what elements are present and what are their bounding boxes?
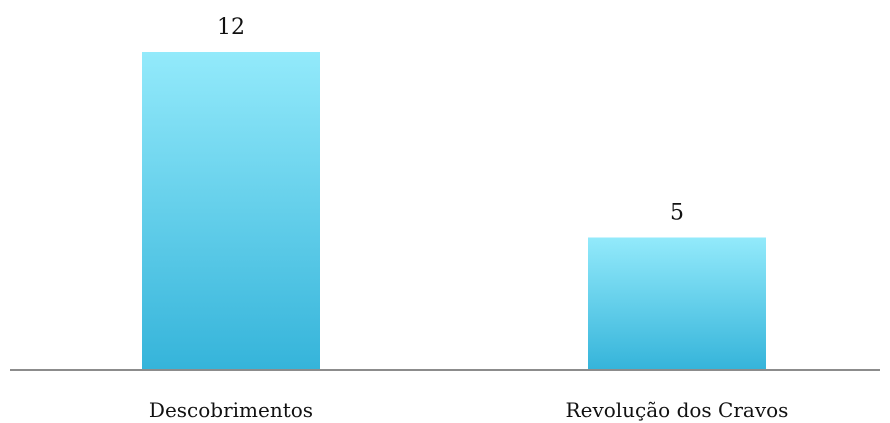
labels-group: 12 Descobrimentos 5 Revolução dos Cravos xyxy=(149,15,789,422)
bar-2 xyxy=(588,237,766,370)
data-label-1: 12 xyxy=(217,15,245,40)
bar-1 xyxy=(142,52,320,370)
category-label-2: Revolução dos Cravos xyxy=(566,398,789,422)
bars-group xyxy=(142,52,766,370)
data-label-2: 5 xyxy=(670,201,684,226)
category-label-1: Descobrimentos xyxy=(149,398,313,422)
